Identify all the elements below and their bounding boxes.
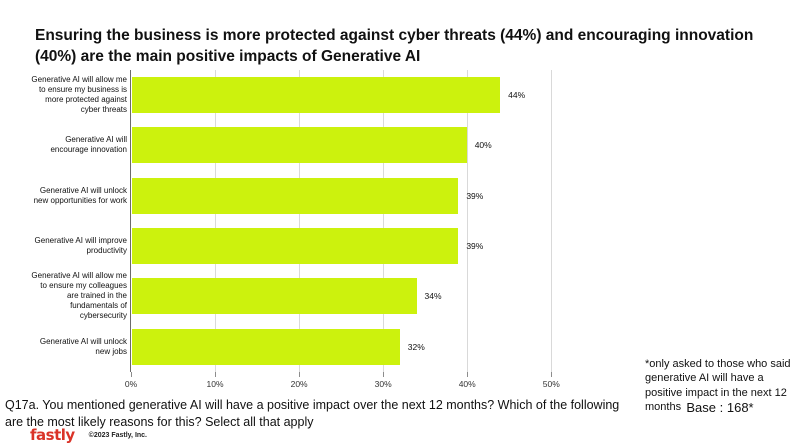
bar-row: Generative AI will unlock new jobs 32% [30,322,578,372]
axis-tick [299,372,301,377]
gridline [299,70,301,372]
category-label: Generative AI will improve productivity [34,236,127,256]
fastly-logo: fastly [30,426,75,444]
bar-value-label: 34% [424,291,442,302]
gridline [383,70,385,372]
axis-tick-label: 40% [458,379,476,389]
axis-tick [467,372,469,377]
footer: fastly ©2023 Fastly, Inc. [30,426,147,444]
axis-tick-label: 0% [124,379,138,389]
axis-tick-label: 20% [290,379,308,389]
bar-row: Generative AI will encourage innovation 4… [30,120,578,170]
bar-value-label: 39% [466,241,484,252]
bar-row: Generative AI will unlock new opportunit… [30,171,578,221]
bar-track: 39% [132,228,578,265]
bar-value-label: 40% [474,140,492,151]
gridline [551,70,553,372]
category-label: Generative AI will encourage innovation [50,135,127,155]
bar-value-label: 44% [508,90,526,101]
axis-tick-label: 30% [374,379,392,389]
category-label: Generative AI will allow me to ensure my… [31,271,127,321]
category-label: Generative AI will allow me to ensure my… [31,75,127,115]
bar [132,328,400,365]
bar-track: 40% [132,127,578,164]
bar [132,177,459,214]
bar-track: 32% [132,328,578,365]
bar-row: Generative AI will improve productivity 3… [30,221,578,271]
survey-question: Q17a. You mentioned generative AI will h… [5,398,620,429]
bar-track: 39% [132,177,578,214]
bar [132,77,501,114]
bar-value-label: 39% [466,190,484,201]
axis-tick-label: 50% [542,379,560,389]
axis-tick [131,372,132,377]
bar-row: Generative AI will allow me to ensure my… [30,70,578,120]
gridline [215,70,217,372]
bar-value-label: 32% [407,341,425,352]
gridline [467,70,469,372]
bar-track: 34% [132,278,578,315]
plot-area: 0% 10% 20% 30% 40% 50% [125,70,579,389]
bar-track: 44% [132,77,578,114]
bar [132,127,467,164]
axis-tick [383,372,385,377]
category-label: Generative AI will unlock new jobs [39,336,127,356]
footnote-asterisk: *only asked to those who said generative… [645,358,791,413]
axis-tick [215,372,217,377]
bar [132,228,459,265]
category-label: Generative AI will unlock new opportunit… [33,185,127,205]
bar-row: Generative AI will allow me to ensure my… [30,271,578,321]
axis-tick-label: 10% [206,379,224,389]
bar-rows: Generative AI will allow me to ensure my… [30,70,578,372]
bar-chart: 0% 10% 20% 30% 40% 50% Generative AI will all… [30,70,579,389]
axis-tick [551,372,553,377]
slide-title: Ensuring the business is more protected … [35,27,754,65]
copyright-text: ©2023 Fastly, Inc. [88,431,148,439]
bar [132,278,417,315]
base-size: Base : 168* [686,400,754,415]
